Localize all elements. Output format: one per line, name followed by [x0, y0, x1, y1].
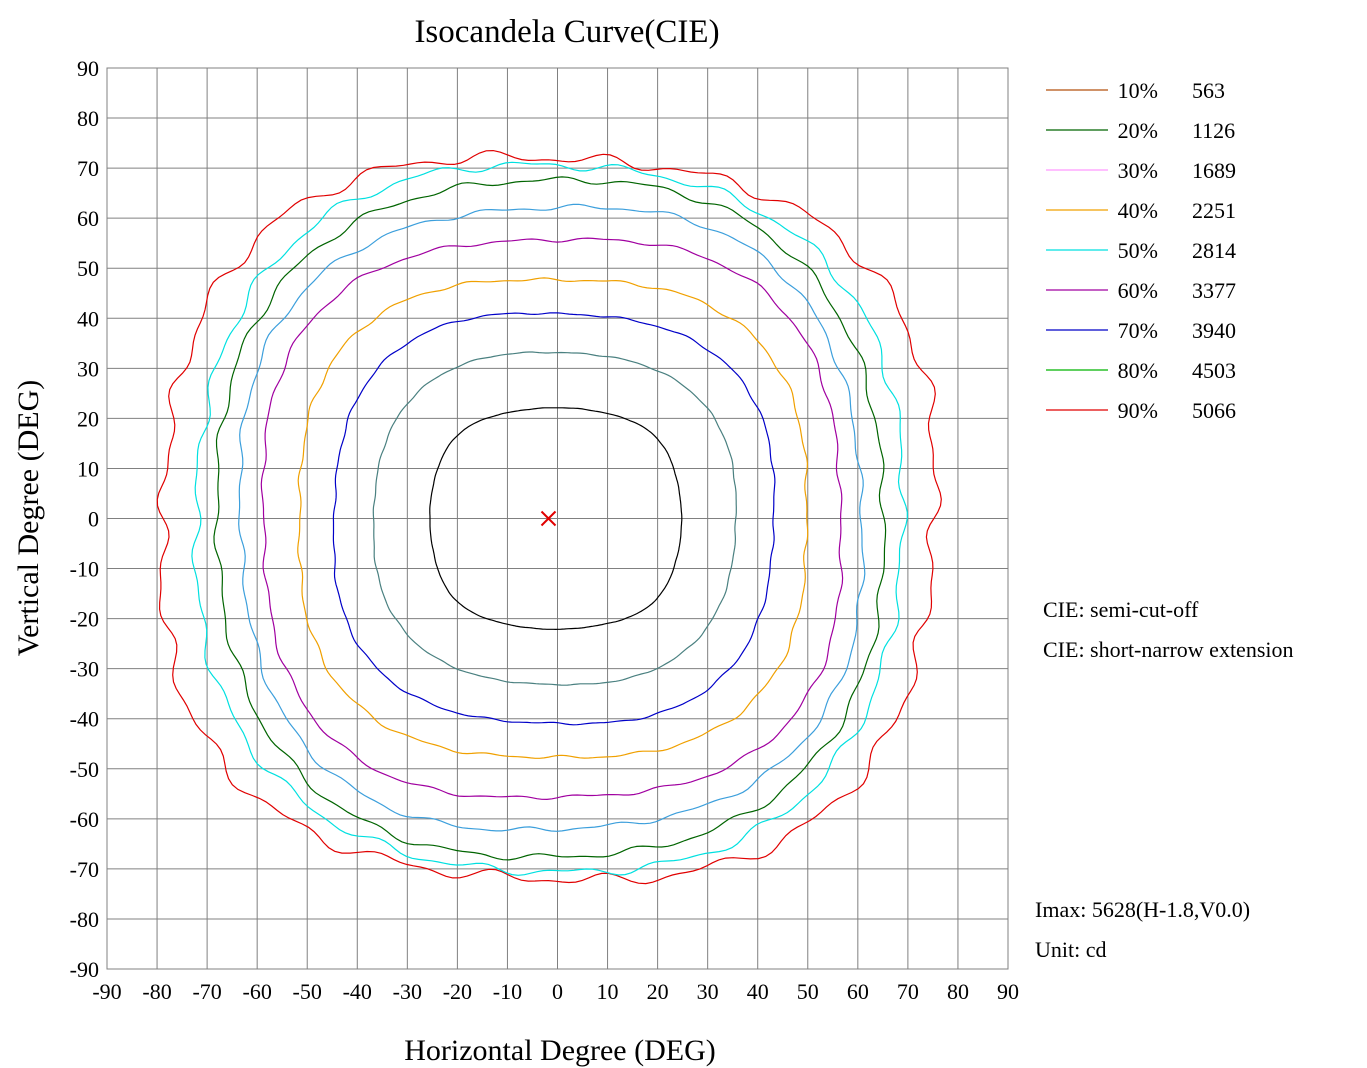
x-tick-labels: -90 -80 -70 -60 -50 -40 -30 -20 -10 0 10 20 30 40 50 60… [92, 979, 1019, 1004]
x-tick-label: 40 [747, 979, 769, 1004]
x-tick-label: 50 [797, 979, 819, 1004]
x-tick-label: 80 [947, 979, 969, 1004]
y-tick-label: 0 [88, 507, 99, 532]
legend-percent: 20% [1118, 118, 1158, 143]
x-tick-label: 0 [552, 979, 563, 1004]
y-tick-label: -50 [70, 757, 99, 782]
contour-line-1 [191, 161, 908, 876]
y-tick-label: -60 [70, 807, 99, 832]
y-tick-label: -20 [70, 607, 99, 632]
y-tick-labels: 90 80 70 60 50 40 30 20 10 0 -10 -20 -30 -40 -50 -60 -70… [70, 56, 99, 982]
contour-lines [156, 149, 942, 885]
legend-value: 2814 [1192, 238, 1236, 263]
plot-frame [106, 67, 1009, 970]
y-tick-label: 20 [77, 406, 99, 431]
chart-title: Isocandela Curve(CIE) [414, 14, 719, 50]
peak-marker-stroke [540, 510, 557, 527]
contour-line-2 [213, 176, 887, 861]
contour-line-0 [156, 149, 942, 885]
legend-percent: 80% [1118, 358, 1158, 383]
y-tick-label: 60 [77, 206, 99, 231]
y-tick-label: 40 [77, 306, 99, 331]
contour-line-5 [297, 277, 809, 759]
x-tick-label: -90 [92, 979, 121, 1004]
legend: 10% 563 20% 1126 30% 1689 40% 2251 50% 2814 60% 337… [1046, 78, 1236, 423]
y-tick-label: 90 [77, 56, 99, 81]
x-tick-label: 10 [597, 979, 619, 1004]
contour-line-7 [372, 351, 737, 686]
y-tick-label: -10 [70, 557, 99, 582]
x-tick-label: 60 [847, 979, 869, 1004]
legend-value: 5066 [1192, 398, 1236, 423]
contour-line-4 [260, 237, 844, 801]
x-tick-label: 90 [997, 979, 1019, 1004]
x-tick-label: -40 [343, 979, 372, 1004]
cie-note-semi-cut-off: CIE: semi-cut-off [1043, 597, 1199, 622]
legend-value: 563 [1192, 78, 1225, 103]
x-tick-label: -60 [243, 979, 272, 1004]
y-tick-label: 80 [77, 106, 99, 131]
legend-percent: 40% [1118, 198, 1158, 223]
unit-note: Unit: cd [1035, 937, 1107, 962]
x-tick-label: -30 [393, 979, 422, 1004]
legend-percent: 90% [1118, 398, 1158, 423]
y-tick-label: -30 [70, 657, 99, 682]
contour-line-3 [238, 203, 866, 832]
legend-percent: 30% [1118, 158, 1158, 183]
legend-value: 4503 [1192, 358, 1236, 383]
x-tick-label: 70 [897, 979, 919, 1004]
x-tick-label: -80 [142, 979, 171, 1004]
legend-value: 1126 [1192, 118, 1235, 143]
y-tick-label: 30 [77, 356, 99, 381]
y-tick-label: -70 [70, 857, 99, 882]
x-tick-label: -20 [443, 979, 472, 1004]
x-tick-label: 30 [697, 979, 719, 1004]
y-tick-label: -80 [70, 907, 99, 932]
legend-value: 2251 [1192, 198, 1236, 223]
x-tick-label: -50 [293, 979, 322, 1004]
cie-note-extension: CIE: short-narrow extension [1043, 637, 1294, 662]
contour-line-6 [332, 312, 776, 726]
legend-percent: 70% [1118, 318, 1158, 343]
legend-percent: 10% [1118, 78, 1158, 103]
x-tick-label: 20 [647, 979, 669, 1004]
legend-value: 1689 [1192, 158, 1236, 183]
contour-line-8 [429, 407, 683, 631]
y-tick-label: -40 [70, 707, 99, 732]
y-axis-label: Vertical Degree (DEG) [12, 380, 45, 657]
y-tick-label: 10 [77, 456, 99, 481]
y-tick-label: -90 [70, 957, 99, 982]
imax-note: Imax: 5628(H-1.8,V0.0) [1035, 897, 1250, 922]
x-tick-label: -70 [192, 979, 221, 1004]
y-tick-label: 50 [77, 256, 99, 281]
y-tick-label: 70 [77, 156, 99, 181]
legend-percent: 60% [1118, 278, 1158, 303]
legend-percent: 50% [1118, 238, 1158, 263]
plot-grid [106, 67, 1009, 970]
x-axis-label: Horizontal Degree (DEG) [404, 1034, 716, 1067]
legend-value: 3940 [1192, 318, 1236, 343]
x-tick-label: -10 [493, 979, 522, 1004]
legend-value: 3377 [1192, 278, 1236, 303]
peak-marker [540, 510, 557, 527]
